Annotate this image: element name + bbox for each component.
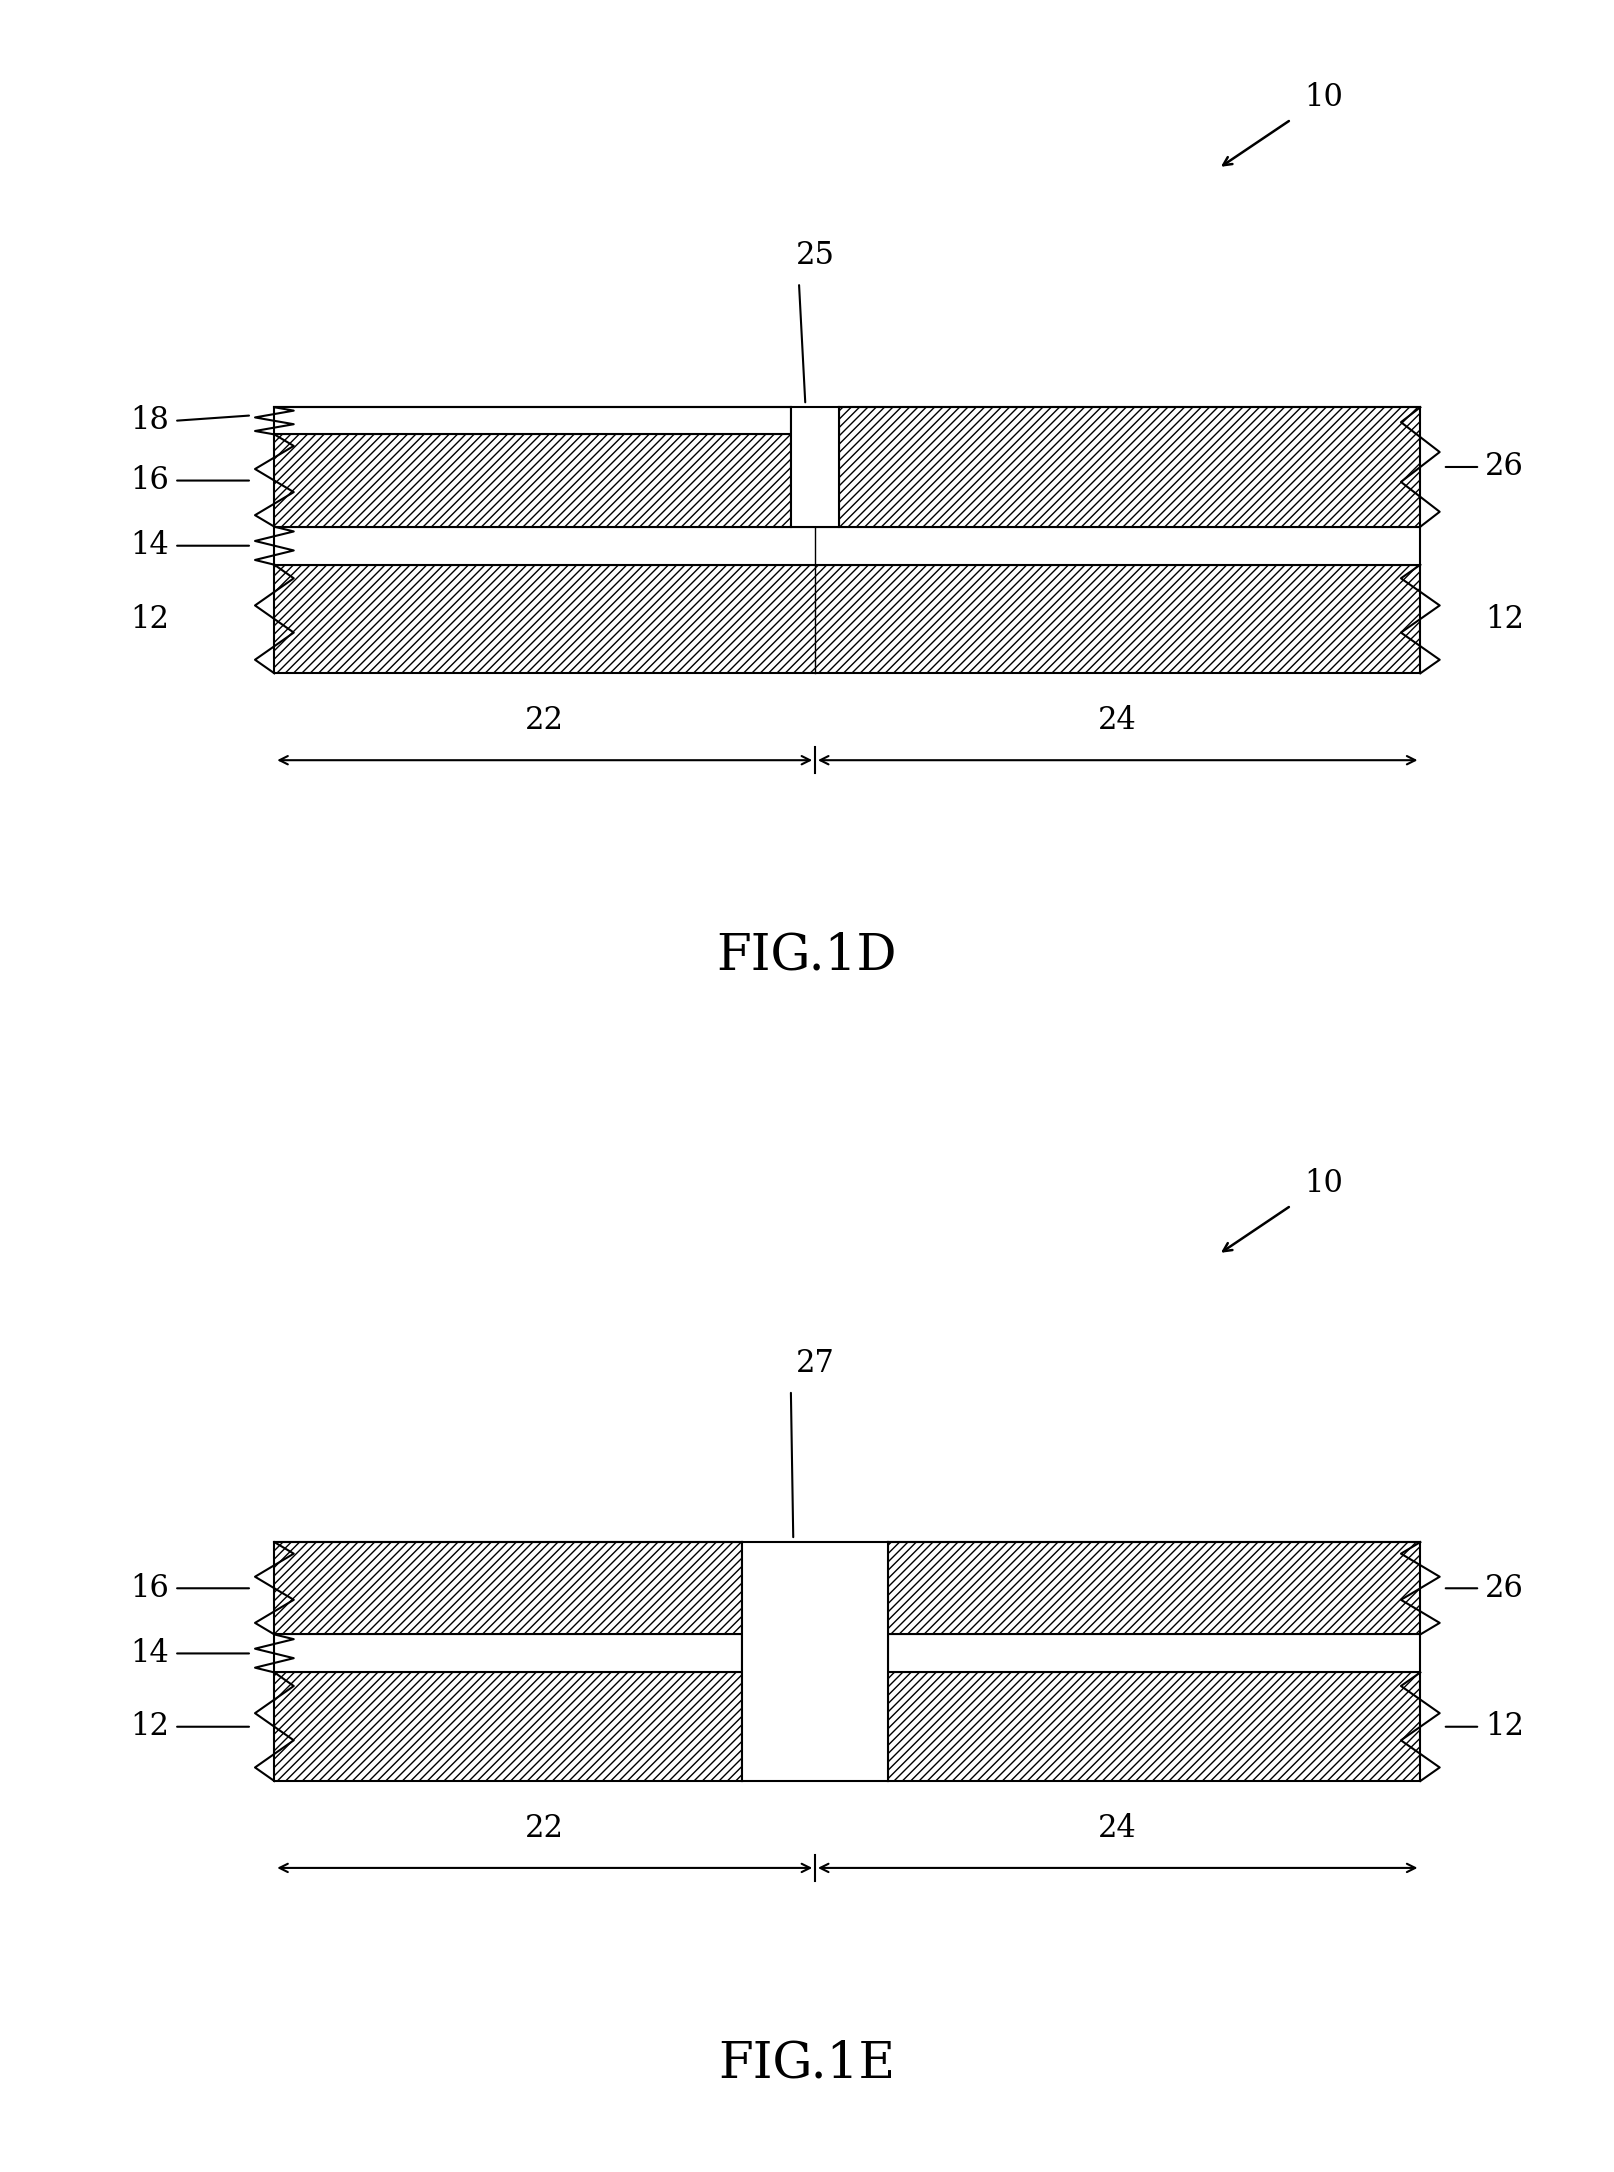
Bar (888, 1542, 1420, 1633)
Text: FIG.1D: FIG.1D (717, 932, 897, 980)
Text: 25: 25 (796, 241, 834, 272)
Text: 24: 24 (1098, 1814, 1138, 1844)
Text: 10: 10 (1304, 1169, 1343, 1199)
Bar (274, 434, 791, 526)
Text: 16: 16 (131, 465, 169, 495)
Bar (274, 565, 1420, 673)
Text: 26: 26 (1485, 1573, 1524, 1603)
Text: 12: 12 (1485, 1712, 1524, 1742)
Text: 24: 24 (1098, 706, 1138, 736)
Text: 22: 22 (525, 706, 565, 736)
Text: 12: 12 (131, 604, 169, 634)
Bar (791, 408, 839, 526)
Bar (742, 1542, 888, 1781)
Text: 12: 12 (1485, 604, 1524, 634)
Text: 22: 22 (525, 1814, 565, 1844)
Bar (274, 526, 1420, 565)
Bar (888, 1636, 1420, 1672)
Bar (274, 1672, 742, 1781)
Text: 14: 14 (131, 1638, 169, 1668)
Text: 27: 27 (796, 1349, 834, 1379)
Text: 12: 12 (131, 1712, 169, 1742)
Text: 14: 14 (131, 530, 169, 560)
Bar (839, 408, 1420, 526)
Bar (274, 408, 791, 434)
Text: 16: 16 (131, 1573, 169, 1603)
Text: 26: 26 (1485, 452, 1524, 482)
Text: 10: 10 (1304, 83, 1343, 113)
Bar (274, 1542, 742, 1633)
Bar (888, 1672, 1420, 1781)
Text: 18: 18 (131, 406, 169, 437)
Bar (274, 1636, 742, 1672)
Text: FIG.1E: FIG.1E (718, 2040, 896, 2087)
